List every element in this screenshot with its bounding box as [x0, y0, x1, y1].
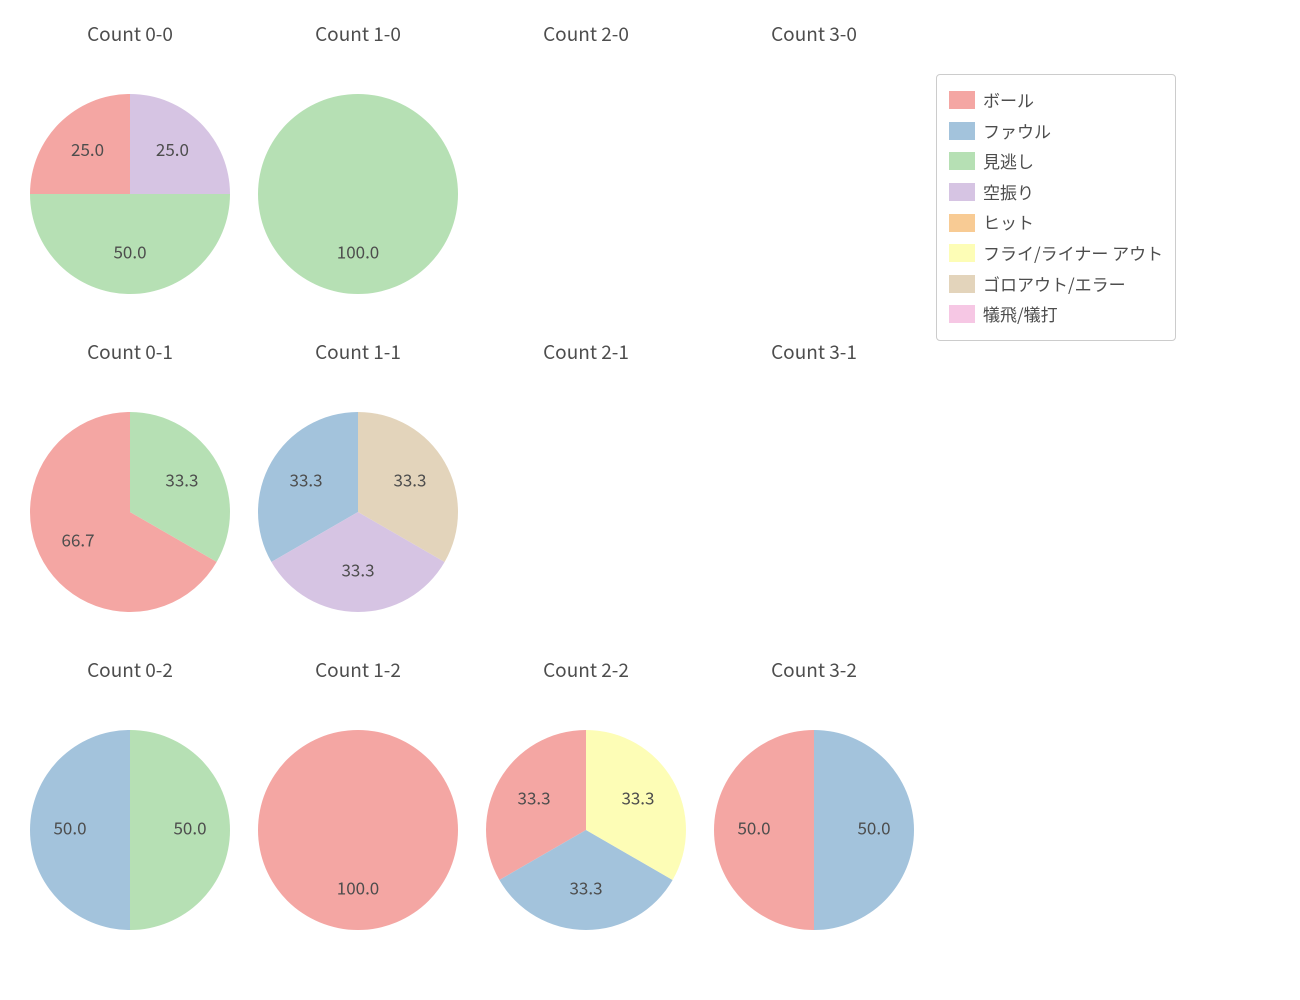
- pie-title: Count 2-2: [472, 656, 700, 683]
- legend-label: 犠飛/犠打: [983, 299, 1058, 330]
- legend-item: フライ/ライナー アウト: [949, 238, 1163, 269]
- pie-cell: Count 2-1: [472, 328, 700, 628]
- legend-label: ファウル: [983, 116, 1051, 147]
- pie-chart: 100.0: [234, 706, 482, 954]
- legend: ボールファウル見逃し空振りヒットフライ/ライナー アウトゴロアウト/エラー犠飛/…: [936, 74, 1176, 341]
- legend-item: 見逃し: [949, 146, 1163, 177]
- pie-cell: Count 2-0: [472, 10, 700, 310]
- pie-chart: 50.0 50.0: [690, 706, 938, 954]
- svg-text:66.7: 66.7: [62, 527, 95, 552]
- pie-title: Count 0-2: [16, 656, 244, 683]
- legend-swatch: [949, 214, 975, 232]
- pie-cell: Count 3-1: [700, 328, 928, 628]
- svg-text:50.0: 50.0: [737, 815, 770, 840]
- pie-title: Count 2-1: [472, 338, 700, 365]
- legend-item: 犠飛/犠打: [949, 299, 1163, 330]
- svg-text:33.3: 33.3: [621, 785, 654, 810]
- pie-cell: Count 3-2 50.0 50.0: [700, 646, 928, 946]
- pie-chart: 50.0 50.0: [6, 706, 254, 954]
- pie-chart: 33.3 33.3 33.3: [234, 388, 482, 636]
- pie-cell: Count 3-0: [700, 10, 928, 310]
- pie-cell: Count 2-2 33.3 33.3 33.3: [472, 646, 700, 946]
- legend-label: フライ/ライナー アウト: [983, 238, 1163, 269]
- pie-cell: Count 1-0 100.0: [244, 10, 472, 310]
- legend-swatch: [949, 91, 975, 109]
- pie-cell: Count 0-1 66.7 33.3: [16, 328, 244, 628]
- legend-item: ファウル: [949, 116, 1163, 147]
- svg-text:50.0: 50.0: [53, 815, 86, 840]
- pie-title: Count 3-0: [700, 20, 928, 47]
- svg-text:33.3: 33.3: [165, 467, 198, 492]
- pie-title: Count 2-0: [472, 20, 700, 47]
- svg-text:50.0: 50.0: [173, 815, 206, 840]
- pie-cell: Count 0-0 25.0 50.0 25.0: [16, 10, 244, 310]
- svg-text:25.0: 25.0: [71, 136, 104, 161]
- svg-text:50.0: 50.0: [113, 239, 146, 264]
- legend-swatch: [949, 244, 975, 262]
- svg-text:33.3: 33.3: [569, 875, 602, 900]
- svg-text:33.3: 33.3: [341, 557, 374, 582]
- pie-title: Count 0-1: [16, 338, 244, 365]
- pie-title: Count 0-0: [16, 20, 244, 47]
- chart-grid: Count 0-025.050.025.0Count 1-0100.0Count…: [0, 0, 1300, 1000]
- legend-item: ゴロアウト/エラー: [949, 269, 1163, 300]
- pie-chart: 25.0 50.0 25.0: [6, 70, 254, 318]
- svg-text:100.0: 100.0: [337, 875, 379, 900]
- pie-cell: Count 1-1 33.3 33.3 33.3: [244, 328, 472, 628]
- pie-chart: 33.3 33.3 33.3: [462, 706, 710, 954]
- legend-item: ヒット: [949, 207, 1163, 238]
- legend-swatch: [949, 275, 975, 293]
- pie-title: Count 3-1: [700, 338, 928, 365]
- legend-swatch: [949, 122, 975, 140]
- pie-title: Count 1-1: [244, 338, 472, 365]
- pie-title: Count 1-2: [244, 656, 472, 683]
- legend-item: 空振り: [949, 177, 1163, 208]
- legend-label: 空振り: [983, 177, 1034, 208]
- legend-swatch: [949, 152, 975, 170]
- svg-text:33.3: 33.3: [518, 785, 551, 810]
- pie-cell: Count 0-2 50.0 50.0: [16, 646, 244, 946]
- pie-chart: 66.7 33.3: [6, 388, 254, 636]
- legend-label: ヒット: [983, 207, 1034, 238]
- legend-swatch: [949, 183, 975, 201]
- svg-text:33.3: 33.3: [290, 467, 323, 492]
- pie-chart: 100.0: [234, 70, 482, 318]
- svg-text:25.0: 25.0: [156, 136, 189, 161]
- pie-title: Count 1-0: [244, 20, 472, 47]
- legend-label: 見逃し: [983, 146, 1034, 177]
- pie-cell: Count 1-2 100.0: [244, 646, 472, 946]
- legend-item: ボール: [949, 85, 1163, 116]
- svg-text:100.0: 100.0: [337, 239, 379, 264]
- svg-text:33.3: 33.3: [393, 467, 426, 492]
- legend-label: ゴロアウト/エラー: [983, 269, 1126, 300]
- legend-swatch: [949, 305, 975, 323]
- pie-title: Count 3-2: [700, 656, 928, 683]
- legend-label: ボール: [983, 85, 1034, 116]
- svg-text:50.0: 50.0: [857, 815, 890, 840]
